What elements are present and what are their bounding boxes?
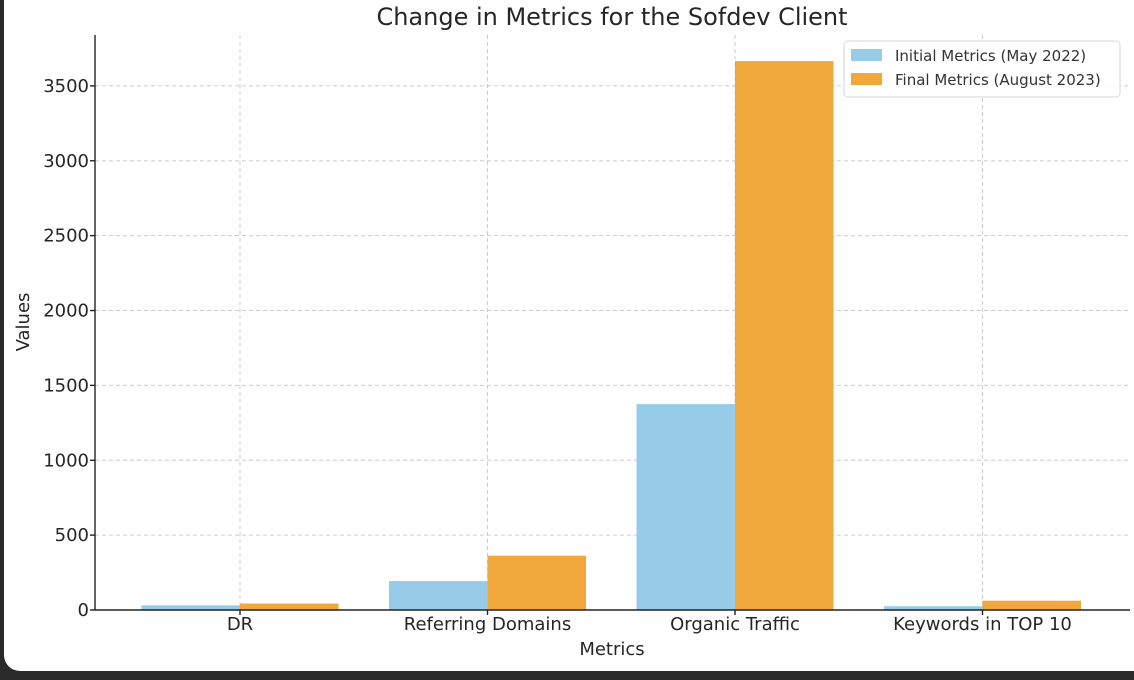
- x-axis-label: Metrics: [579, 639, 644, 660]
- grid-lines: [95, 35, 1130, 610]
- legend-entry: Final Metrics (August 2023): [895, 71, 1101, 89]
- legend-entry: Initial Metrics (May 2022): [895, 47, 1086, 65]
- y-tick-label: 3000: [43, 151, 89, 172]
- bar-final-3: [982, 600, 1081, 610]
- bar-final-1: [487, 555, 586, 610]
- y-tick-label: 2500: [43, 226, 89, 247]
- legend-swatch: [851, 73, 882, 85]
- y-tick-label: 0: [78, 600, 89, 621]
- x-tick-label: Organic Traffic: [670, 614, 800, 635]
- bars: [141, 61, 1081, 610]
- chart-title: Change in Metrics for the Sofdev Client: [376, 3, 847, 31]
- bar-initial-1: [389, 581, 488, 610]
- y-tick-label: 500: [55, 525, 89, 546]
- legend: Initial Metrics (May 2022) Final Metrics …: [843, 40, 1121, 98]
- axes: [90, 35, 1130, 615]
- bar-final-0: [240, 603, 339, 610]
- x-tick-label: DR: [227, 614, 253, 635]
- y-tick-label: 3500: [43, 76, 89, 97]
- y-axis-label: Values: [13, 293, 34, 352]
- bar-chart: Change in Metrics for the Sofdev Client …: [13, 3, 1130, 660]
- chart-frame: Change in Metrics for the Sofdev Client …: [4, 0, 1134, 671]
- x-tick-label: Keywords in TOP 10: [893, 614, 1072, 635]
- legend-box: [843, 40, 1121, 98]
- bar-initial-2: [636, 404, 735, 610]
- y-tick-label: 2000: [43, 301, 89, 322]
- bar-initial-3: [884, 606, 983, 610]
- y-tick-label: 1500: [43, 375, 89, 396]
- bar-initial-0: [141, 605, 240, 610]
- x-tick-label: Referring Domains: [404, 614, 571, 635]
- y-tick-label: 1000: [43, 450, 89, 471]
- legend-swatch: [851, 49, 882, 61]
- tick-labels: 0 500 1000 1500 2000 2500 3000 3500 DR Referring …: [43, 76, 1072, 635]
- bar-final-2: [735, 61, 834, 610]
